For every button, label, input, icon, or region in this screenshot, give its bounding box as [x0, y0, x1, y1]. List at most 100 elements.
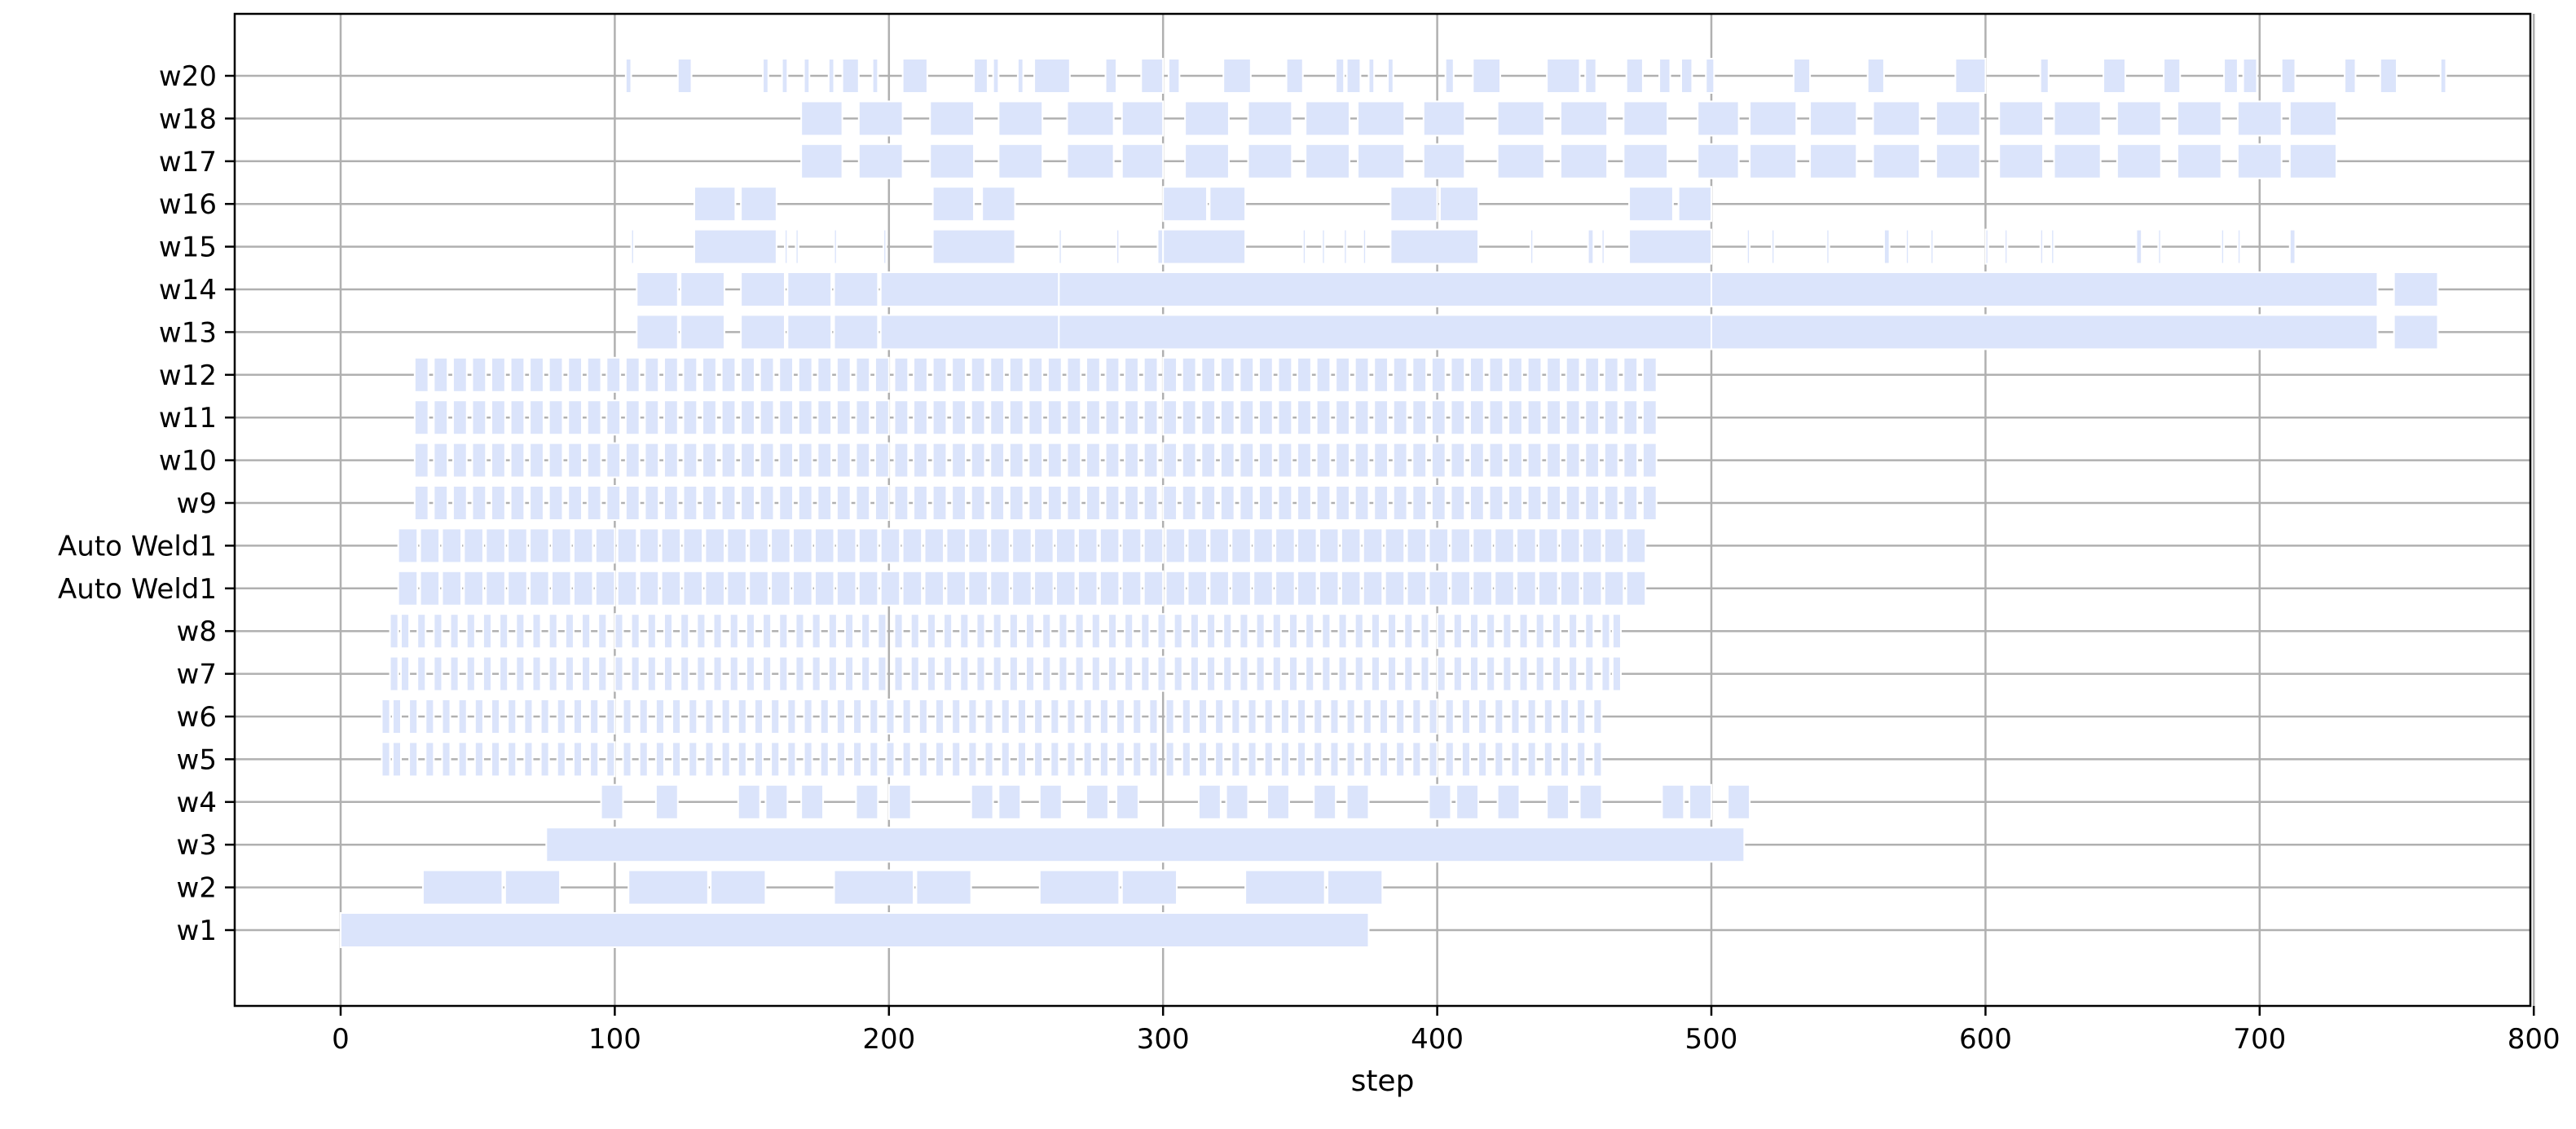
task-bar [1373, 485, 1389, 521]
task-bar [970, 356, 986, 393]
task-bar [1028, 399, 1044, 436]
task-bar [833, 228, 838, 265]
task-bar [1411, 399, 1428, 436]
task-bar [1935, 100, 1981, 137]
task-bar [1200, 399, 1217, 436]
task-bar [931, 186, 975, 223]
task-bar [1603, 570, 1625, 606]
task-bar [594, 570, 616, 606]
task-bar [1746, 228, 1751, 265]
task-bar [1436, 655, 1447, 692]
task-bar [1121, 527, 1143, 564]
task-bar [1066, 143, 1115, 179]
task-bar [509, 399, 526, 436]
task-bar [797, 356, 813, 393]
task-bar [1584, 58, 1597, 94]
task-bar [1165, 741, 1175, 778]
task-bar [1222, 58, 1252, 94]
task-bar [1603, 527, 1625, 564]
task-bar [529, 356, 544, 393]
task-bar [1469, 356, 1485, 393]
task-bar [1422, 100, 1466, 137]
task-bar [855, 442, 871, 479]
task-bar [1711, 314, 2379, 351]
task-bar [901, 741, 912, 778]
y-tick-label: Auto Weld1 [58, 573, 217, 606]
task-bar [1469, 485, 1485, 521]
task-bar [1677, 186, 1713, 223]
task-bar [1239, 613, 1249, 650]
task-bar [419, 527, 441, 564]
task-bar [551, 570, 572, 606]
task-bar [564, 613, 575, 650]
task-bar [885, 699, 896, 734]
task-bar [654, 783, 679, 820]
task-bar [2393, 271, 2439, 307]
task-bar [803, 741, 813, 778]
task-bar [913, 399, 928, 436]
task-bar [759, 485, 775, 521]
task-bar [1809, 143, 1858, 179]
task-bar [1239, 356, 1255, 393]
task-bar [1455, 783, 1480, 820]
task-bar [1297, 741, 1307, 778]
task-bar [1392, 356, 1408, 393]
task-bar [1225, 783, 1249, 820]
task-bar [660, 527, 682, 564]
task-bar [874, 485, 890, 521]
task-bar [1297, 356, 1312, 393]
task-bar [1565, 356, 1581, 393]
task-bar [586, 356, 602, 393]
task-bar [509, 356, 526, 393]
task-bar [622, 699, 632, 734]
y-tick-label: w15 [159, 232, 217, 264]
task-bar [1162, 356, 1178, 393]
task-bar [1387, 613, 1398, 650]
task-bar [1576, 741, 1587, 778]
task-bar [1510, 741, 1521, 778]
task-bar [1315, 356, 1332, 393]
task-bar [1143, 485, 1159, 521]
task-bar [879, 527, 901, 564]
task-bar [680, 613, 690, 650]
task-bar [1104, 442, 1121, 479]
task-bar [457, 699, 468, 734]
task-bar [644, 356, 660, 393]
task-bar [1603, 442, 1619, 479]
task-bar [1526, 399, 1543, 436]
task-bar [1354, 485, 1370, 521]
task-bar [1257, 485, 1274, 521]
task-bar [1422, 143, 1466, 179]
task-bar [1825, 228, 1830, 265]
task-bar [663, 399, 679, 436]
task-bar [1998, 143, 2045, 179]
task-bar [1231, 741, 1241, 778]
task-bar [852, 699, 863, 734]
y-tick-label: w11 [159, 402, 217, 434]
task-bar [975, 613, 986, 650]
task-bar [989, 570, 1011, 606]
task-bar [1016, 699, 1027, 734]
task-bar [397, 527, 419, 564]
task-bar [572, 570, 594, 606]
task-bar [970, 783, 994, 820]
task-bar [835, 356, 852, 393]
task-bar [529, 527, 550, 564]
task-bar [1000, 699, 1011, 734]
task-bar [523, 741, 534, 778]
task-bar [1486, 655, 1496, 692]
task-bar [627, 869, 709, 906]
task-bar [413, 399, 429, 436]
task-bar [1389, 186, 1438, 223]
task-bar [1384, 570, 1406, 606]
task-bar [663, 613, 674, 650]
task-bar [636, 314, 679, 351]
y-tick-label: w5 [177, 743, 217, 776]
task-bar [797, 442, 813, 479]
task-bar [997, 100, 1044, 137]
task-bar [523, 699, 534, 734]
task-bar [1392, 399, 1408, 436]
task-bar [1538, 570, 1559, 606]
task-bar [672, 741, 682, 778]
task-bar [2163, 58, 2182, 94]
